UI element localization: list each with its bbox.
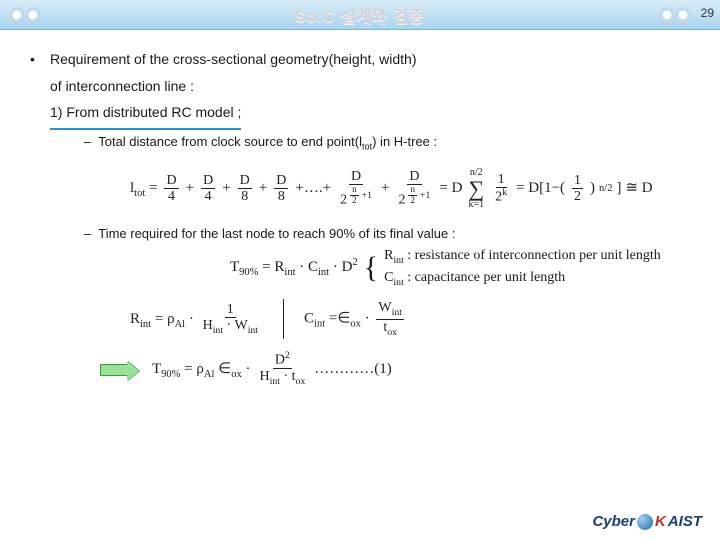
sub-a-subscript: tot	[362, 141, 372, 151]
brace-icon: {	[364, 253, 378, 283]
slide-title: So.C 설계와 검증	[295, 3, 425, 27]
t90-row: T90% = Rint · Cint · D2 { Rint : resista…	[230, 246, 690, 289]
dash-icon: –	[84, 134, 91, 149]
formula-ltot: ltot = D4+ D4+ D8+ D8+….+ D 2n2+1 + D 2n…	[130, 168, 690, 210]
requirement-line: • Requirement of the cross-sectional geo…	[30, 46, 690, 130]
formula-cint: Cint =∈ox · Wint tox	[304, 300, 407, 338]
logo-text-c: AIST	[668, 513, 702, 530]
formula-final: T90% = ρAl ∈ox · D2 Hint · tox …………(1)	[100, 351, 690, 388]
req-text-2: of interconnection line :	[50, 73, 417, 100]
logo-text-k: K	[655, 513, 666, 530]
page-number: 29	[701, 6, 714, 20]
formula-t90: T90% = Rint · Cint · D2	[230, 253, 358, 283]
req-text-1: Requirement of the cross-sectional geome…	[50, 46, 417, 73]
sub-a-tail: ) in H-tree :	[372, 134, 437, 149]
slide-body: • Requirement of the cross-sectional geo…	[0, 30, 720, 388]
definitions: Rint : resistance of interconnection per…	[384, 246, 661, 289]
title-bar: So.C 설계와 검증 29	[0, 0, 720, 30]
sub-point-b: – Time required for the last node to rea…	[84, 222, 690, 247]
logo-text-a: Cyber	[592, 513, 635, 530]
dash-icon-2: –	[84, 226, 91, 241]
sub-a-text: Total distance from clock source to end …	[98, 134, 362, 149]
rint-cint-row: Rint = ρAl · 1 Hint · Wint Cint =∈ox · W…	[130, 299, 690, 339]
bullet-icon: •	[30, 46, 50, 130]
arrow-icon	[100, 364, 128, 376]
separator-bar	[283, 299, 284, 339]
sub-point-a: – Total distance from clock source to en…	[84, 130, 690, 156]
item-1: 1) From distributed RC model ;	[50, 99, 241, 130]
formula-rint: Rint = ρAl · 1 Hint · Wint	[130, 302, 263, 337]
globe-icon	[637, 514, 653, 530]
footer-logo: Cyber KAIST	[592, 513, 702, 530]
sub-b-text: Time required for the last node to reach…	[98, 226, 455, 241]
